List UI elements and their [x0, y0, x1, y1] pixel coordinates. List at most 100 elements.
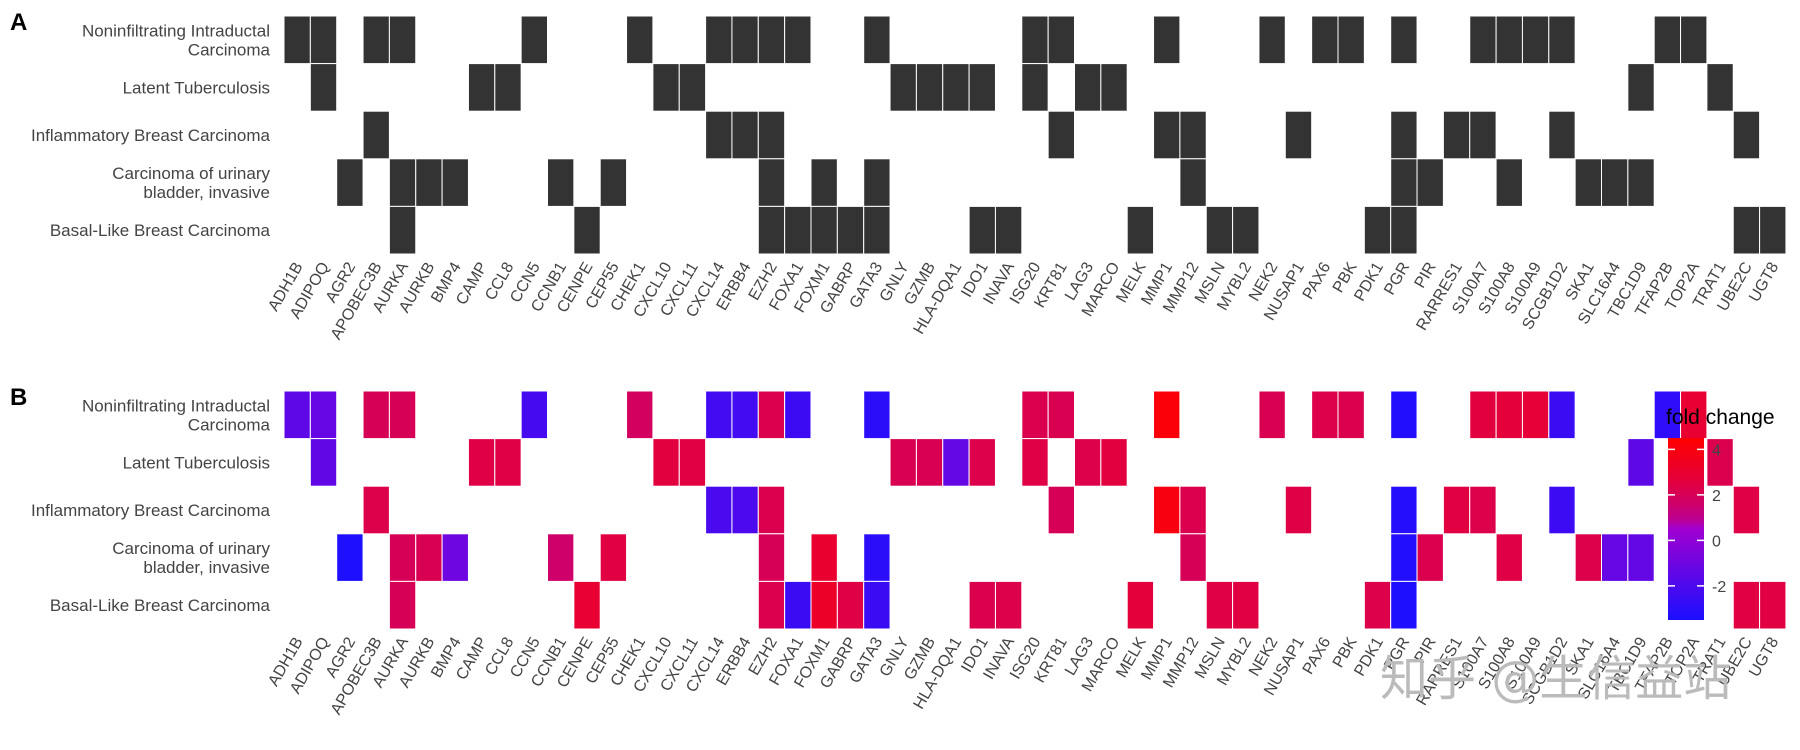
heatmap-cell [441, 533, 469, 582]
color-legend: fold change 4 2 0 -2 [1666, 406, 1775, 620]
heatmap-cell [757, 533, 786, 582]
y-tick-label: Inflammatory Breast Carcinoma [31, 501, 271, 520]
heatmap-cell [1627, 158, 1655, 207]
heatmap-cell [1416, 533, 1444, 582]
heatmap-cell [336, 158, 364, 207]
heatmap-cell [1153, 485, 1181, 535]
heatmap-cell [1548, 390, 1576, 440]
y-tick-label: Carcinoma of urinary bladder, invasive [112, 539, 270, 577]
heatmap-cell [652, 63, 680, 112]
heatmap-cell [1390, 110, 1418, 160]
heatmap-cell [415, 533, 443, 582]
heatmap-cell [863, 15, 891, 65]
heatmap-cell [968, 580, 996, 630]
y-tick-label: Noninfiltrating Intraductal Carcinoma [82, 21, 271, 59]
x-tick-label: PAX6 [1300, 259, 1335, 302]
heatmap-cell [388, 533, 417, 582]
heatmap-cell [1258, 390, 1286, 440]
heatmap-cell [1390, 205, 1418, 255]
x-tick-label: PAX6 [1300, 634, 1335, 677]
heatmap-cell [1574, 158, 1603, 207]
heatmap-cell [1627, 438, 1655, 487]
heatmap-panel-a: A Noninfiltrating Intraductal Carcinoma Lat… [10, 9, 1787, 343]
heatmap-cell [705, 110, 733, 160]
heatmap-cell [599, 533, 628, 582]
heatmap-cell [467, 63, 496, 112]
heatmap-cell [1390, 485, 1418, 535]
heatmap-cell [1363, 580, 1392, 630]
heatmap-cell [1390, 580, 1418, 630]
heatmap-cell [1311, 15, 1339, 65]
heatmap-cell [942, 438, 970, 487]
heatmap-cell [810, 580, 838, 630]
legend-tick-label: 2 [1712, 488, 1721, 505]
legend-tick-label: 4 [1712, 442, 1721, 459]
heatmap-cell [784, 15, 812, 65]
heatmap-cell [757, 15, 786, 65]
heatmap-cell [1548, 485, 1576, 535]
heatmap-cell [1680, 15, 1708, 65]
heatmap-cell [810, 158, 838, 207]
x-tick-label: PGR [1381, 260, 1413, 299]
panel-label: B [10, 384, 27, 411]
y-tick-label: Latent Tuberculosis [123, 453, 270, 472]
heatmap-cell [520, 15, 549, 65]
heatmap-cell [388, 15, 417, 65]
heatmap-cell [1047, 390, 1076, 440]
heatmap-cell [1442, 485, 1471, 535]
heatmap-cell [1390, 15, 1418, 65]
heatmap-cell [388, 205, 417, 255]
heatmap-cell [626, 15, 654, 65]
legend-title: fold change [1666, 406, 1775, 429]
heatmap-cell [915, 63, 944, 112]
panel-label: A [10, 9, 27, 36]
heatmap-cell [757, 110, 786, 160]
heatmap-cell [1627, 533, 1655, 582]
heatmap-cell [1390, 158, 1418, 207]
heatmap-cell [1653, 390, 1682, 440]
heatmap-cell [1126, 205, 1155, 255]
heatmap-cell [309, 63, 338, 112]
heatmap-cell [1706, 438, 1734, 487]
heatmap-cell [1469, 15, 1497, 65]
heatmap-cell [309, 438, 338, 487]
heatmap-cell [1205, 205, 1234, 255]
heatmap-cell [283, 390, 311, 440]
heatmap-cell [1442, 110, 1471, 160]
heatmap-cell [1153, 110, 1181, 160]
y-tick-label: Basal-Like Breast Carcinoma [50, 596, 271, 615]
heatmap-cell [520, 390, 549, 440]
heatmap-cell [1759, 580, 1787, 630]
heatmap-cell [547, 533, 575, 582]
heatmap-cell [1179, 485, 1207, 535]
heatmap-cell [836, 205, 865, 255]
heatmap-cell [1495, 533, 1523, 582]
heatmap-cell [1653, 15, 1682, 65]
heatmap-cell [1390, 533, 1418, 582]
heatmap-cell [1469, 485, 1497, 535]
legend-tick-label: -2 [1712, 579, 1726, 596]
heatmap-cell [547, 158, 575, 207]
heatmap-cell [1601, 533, 1629, 582]
heatmap-cell [863, 533, 891, 582]
heatmap-cell [1205, 580, 1234, 630]
heatmap-cell [362, 390, 390, 440]
heatmap-cell [1179, 110, 1207, 160]
heatmap-cell [1232, 205, 1260, 255]
heatmap-cell [757, 485, 786, 535]
watermark: 知乎 @生信益站 [1380, 651, 1731, 707]
heatmap-cell [494, 63, 522, 112]
heatmap-cell [1548, 15, 1576, 65]
heatmap-cell [889, 438, 917, 487]
heatmap-cell [1337, 15, 1365, 65]
heatmap-cell [757, 205, 786, 255]
heatmap-cell [573, 205, 601, 255]
heatmap-cell [652, 438, 680, 487]
heatmap-cell [705, 390, 733, 440]
heatmap-cell [810, 533, 838, 582]
heatmap-cell [889, 63, 917, 112]
heatmap-cell [599, 158, 628, 207]
heatmap-cell [784, 580, 812, 630]
heatmap-cell [810, 205, 838, 255]
